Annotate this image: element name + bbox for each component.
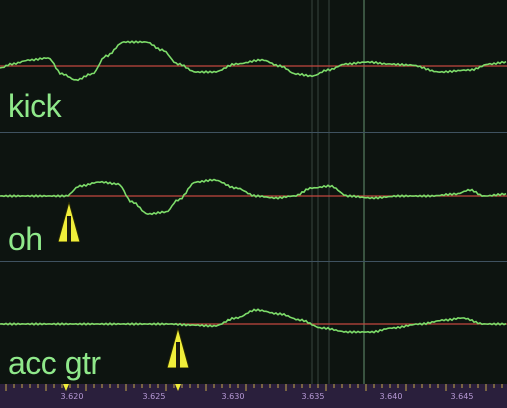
ruler-marker: [63, 384, 69, 391]
ruler-tick-label: 3.620: [60, 392, 84, 401]
transient-marker-oh[interactable]: [57, 200, 81, 243]
track-label-kick: kick: [8, 88, 62, 124]
track-acc-gtr[interactable]: acc gtr: [0, 262, 507, 384]
ruler-tick-label: 3.645: [450, 392, 474, 401]
waveform-acc-gtr: [0, 308, 507, 334]
transient-marker-icon: [166, 326, 190, 369]
track-oh[interactable]: oh: [0, 133, 507, 261]
waveform-oh: [0, 178, 507, 216]
ruler-tick-label: 3.640: [379, 392, 403, 401]
track-divider: [0, 132, 507, 133]
waveform-kick: [0, 40, 507, 82]
track-divider: [0, 261, 507, 262]
track-label-oh: oh: [8, 221, 43, 257]
transient-marker-icon: [57, 200, 81, 243]
track-label-acc-gtr: acc gtr: [8, 345, 101, 381]
ruler-ticks: [5, 384, 503, 391]
ruler-tick-label: 3.630: [221, 392, 245, 401]
timeline-ruler[interactable]: 3.620 3.625 3.630 3.635 3.640 3.645: [0, 384, 507, 408]
track-kick[interactable]: kick: [0, 0, 507, 132]
waveform-canvas[interactable]: [0, 0, 507, 384]
transient-marker-acc-gtr[interactable]: [166, 326, 190, 369]
ruler-tick-label: 3.625: [142, 392, 166, 401]
ruler-tick-label: 3.635: [301, 392, 325, 401]
ruler-marker: [175, 384, 181, 391]
